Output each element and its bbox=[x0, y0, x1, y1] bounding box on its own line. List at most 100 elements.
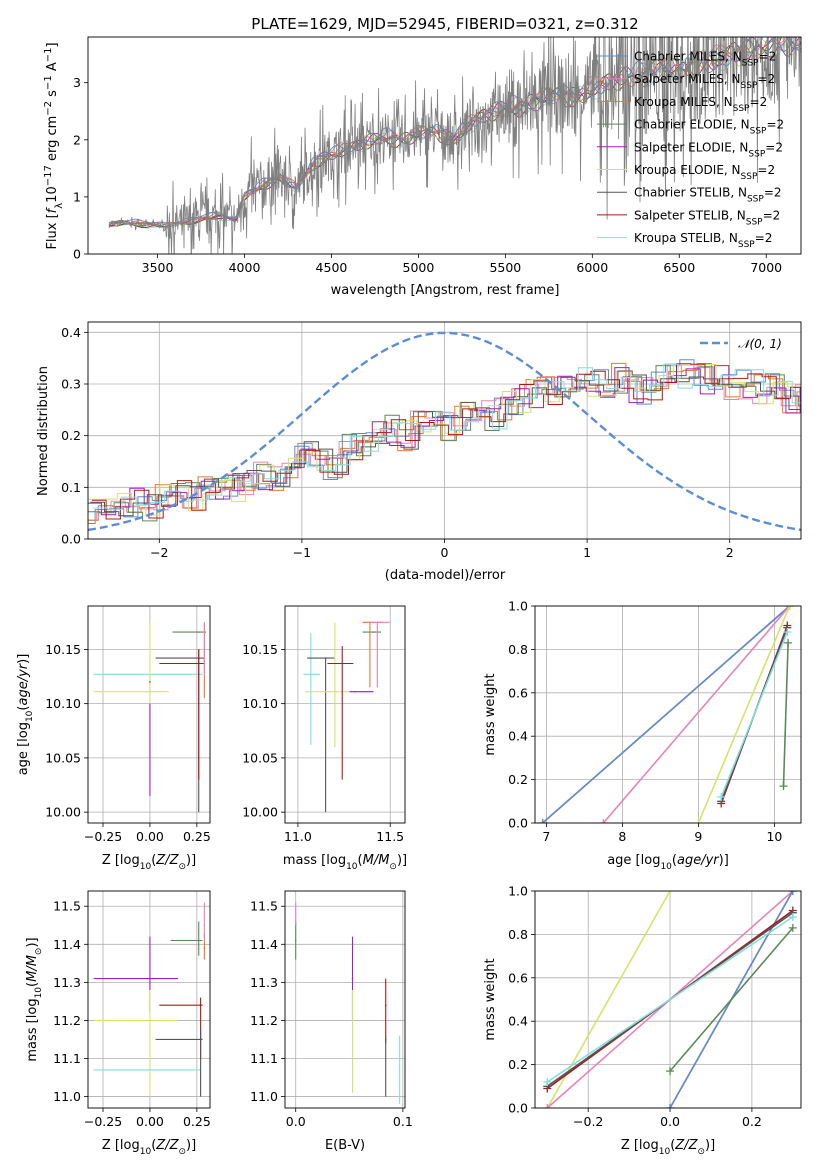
legend-entry-label: Chabrier MILES, N bbox=[634, 50, 742, 64]
data-point bbox=[203, 648, 206, 651]
massZ-ylabel-part: mass [log bbox=[25, 998, 40, 1061]
series-line-kroupa-elodie bbox=[697, 606, 791, 823]
data-point bbox=[149, 977, 151, 980]
massE-plot-area bbox=[294, 902, 401, 1105]
ageZ-xtick-label: 0.25 bbox=[183, 829, 211, 844]
massZ-xlabel: Z [log10(Z/Z⊙)] bbox=[102, 1138, 196, 1157]
hist-step-chabrier-stelib bbox=[90, 370, 801, 517]
hist-step-chabrier-elodie bbox=[88, 365, 801, 522]
spectrum-ytick-label: 1 bbox=[73, 189, 81, 204]
ageM-xlabel: mass [log10(M/M⊙)] bbox=[283, 853, 407, 872]
mwZ-ytick-label: 0.4 bbox=[508, 1014, 528, 1029]
hist-frame bbox=[87, 321, 802, 540]
data-point bbox=[197, 939, 200, 942]
data-point bbox=[376, 621, 379, 624]
series-line-chabrier-miles bbox=[542, 606, 791, 823]
mwZ-ytick-label: 0.0 bbox=[508, 1101, 528, 1116]
spectrum-ylabel-part: −2 bbox=[43, 101, 54, 116]
series-marker bbox=[694, 819, 703, 823]
mwAge-xtick-label: 7 bbox=[542, 829, 550, 844]
mwAge-ytick-label: 0.0 bbox=[508, 816, 528, 831]
spectrum-ylabel-part: Flux [ bbox=[45, 213, 60, 249]
ageZ-xlabel-part: Z [log bbox=[102, 853, 140, 868]
data-point bbox=[341, 662, 344, 665]
legend-entry-suffix: =2 bbox=[750, 95, 768, 109]
mwAge-xlabel-part: 10 bbox=[660, 862, 672, 872]
spectrum-xtick-label: 4000 bbox=[229, 260, 261, 275]
legend-entry-sub: SSP bbox=[748, 149, 765, 159]
massZ-xtick-label: 0.00 bbox=[136, 1114, 164, 1129]
series-marker bbox=[543, 1077, 552, 1086]
series-line-kroupa-stelib bbox=[720, 631, 789, 798]
data-point bbox=[398, 1069, 401, 1071]
massZ-xlabel-part: ⊙ bbox=[178, 1147, 186, 1157]
massZ-axes: −0.25 0.00 0.25 11.0 11.1 11.2 11.3 11.4 11.5 Z [… bbox=[25, 890, 211, 1157]
hist-xtick-label: 0 bbox=[441, 545, 449, 560]
mwAge-xlabel-part: ( bbox=[672, 853, 677, 868]
ageM-ytick-label: 10.15 bbox=[242, 642, 278, 657]
mwAge-ytick-label: 0.2 bbox=[508, 772, 528, 787]
series-marker bbox=[599, 819, 608, 823]
ageZ-xtick-label: 0.00 bbox=[136, 829, 164, 844]
spectrum-xtick-label: 7000 bbox=[750, 260, 782, 275]
ageZ-ylabel-part: ( bbox=[16, 706, 31, 711]
spectrum-xtick-label: 5000 bbox=[403, 260, 435, 275]
legend-entry-suffix: =2 bbox=[765, 140, 783, 154]
legend-entry: Kroupa MILES, NSSP=2 bbox=[634, 95, 767, 114]
data-point bbox=[351, 977, 354, 980]
series-marker bbox=[666, 1104, 675, 1108]
legend-entry-sub: SSP bbox=[741, 172, 758, 182]
mwZ-ylabel: mass weight bbox=[483, 958, 498, 1040]
massZ-xtick-label: 0.25 bbox=[183, 1114, 211, 1129]
massE-frame bbox=[284, 890, 406, 1109]
data-point bbox=[384, 1038, 387, 1041]
legend-entry-suffix: =2 bbox=[759, 50, 777, 64]
legend-entry-suffix: =2 bbox=[763, 208, 781, 222]
ageZ-frame bbox=[87, 605, 211, 824]
spectrum-ylabel-part: ] bbox=[45, 42, 60, 47]
spectrum-ylabel-part: A bbox=[45, 62, 60, 75]
ageM-ytick-label: 10.05 bbox=[242, 750, 278, 765]
legend-entry: 𝒩(0, 1) bbox=[738, 337, 782, 351]
legend-entry-sub: SSP bbox=[733, 104, 750, 114]
gaussian-curve bbox=[88, 331, 801, 532]
massE-xlabel-part: E(B-V) bbox=[325, 1138, 365, 1153]
spectrum-ylabel-part: −1 bbox=[43, 75, 54, 90]
data-point bbox=[199, 1004, 202, 1007]
legend-entry-label: Chabrier ELODIE, N bbox=[634, 118, 750, 132]
legend-entry-suffix: =2 bbox=[757, 163, 775, 177]
series-marker bbox=[784, 638, 793, 647]
mwAge-xtick-label: 9 bbox=[694, 829, 702, 844]
spectrum-ylabel-part: f bbox=[45, 206, 60, 213]
massZ-xlabel-part: )] bbox=[186, 1138, 196, 1153]
data-point bbox=[149, 690, 151, 693]
ageZ-xlabel-part: 10 bbox=[140, 862, 152, 872]
mwAge-xlabel-part: age/yr bbox=[677, 853, 720, 868]
legend-entry-suffix: =2 bbox=[766, 118, 784, 132]
spectrum-plot-area bbox=[108, 37, 801, 254]
mwAge-ytick-label: 0.6 bbox=[508, 685, 528, 700]
ageZ-ylabel-part: age [log bbox=[16, 722, 31, 775]
ageZ-ytick-label: 10.05 bbox=[45, 750, 81, 765]
massZ-ylabel-part: 10 bbox=[34, 987, 44, 999]
data-point bbox=[384, 1004, 387, 1007]
mwAge-ytick-label: 1.0 bbox=[508, 599, 528, 614]
mwZ-ytick-label: 1.0 bbox=[508, 884, 528, 899]
legend-entry-label: Salpeter ELODIE, N bbox=[634, 140, 748, 154]
series-marker bbox=[783, 628, 792, 637]
massZ-xtick-label: −0.25 bbox=[84, 1114, 122, 1129]
hist-ytick-label: 0.2 bbox=[61, 428, 81, 443]
hist-ylabel: Normed distribution bbox=[36, 366, 51, 496]
mwAge-ytick-label: 0.8 bbox=[508, 642, 528, 657]
massZ-ylabel-part: )] bbox=[25, 937, 40, 947]
legend-entry-label: Kroupa MILES, N bbox=[634, 95, 733, 109]
data-point bbox=[294, 913, 297, 915]
hist-xtick-label: 1 bbox=[583, 545, 591, 560]
massE-xtick-label: 0.0 bbox=[286, 1114, 306, 1129]
massZ-ylabel: mass [log10(M/M⊙)] bbox=[25, 937, 44, 1061]
spectrum-xtick-label: 5500 bbox=[489, 260, 521, 275]
massE-xtick-label: 0.1 bbox=[393, 1114, 413, 1129]
ageZ-xlabel-part: ( bbox=[151, 853, 156, 868]
